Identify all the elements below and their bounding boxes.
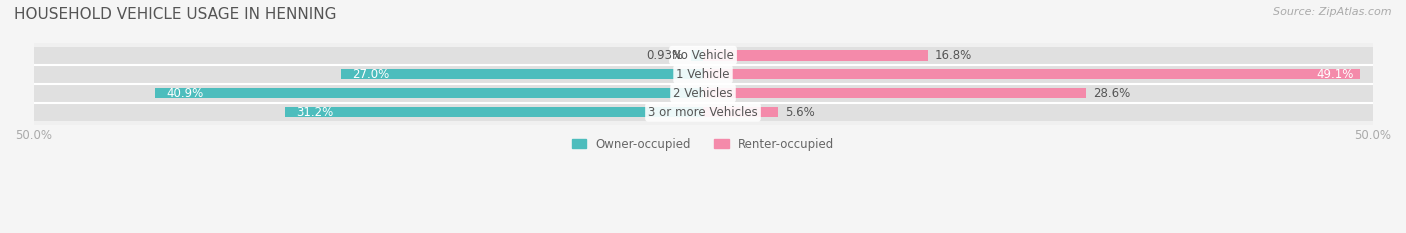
Legend: Owner-occupied, Renter-occupied: Owner-occupied, Renter-occupied bbox=[567, 133, 839, 155]
Text: 3 or more Vehicles: 3 or more Vehicles bbox=[648, 106, 758, 119]
Bar bbox=[703, 69, 1361, 79]
Bar bbox=[34, 104, 1372, 121]
Bar bbox=[155, 88, 703, 99]
Bar bbox=[703, 107, 778, 117]
Text: 27.0%: 27.0% bbox=[352, 68, 389, 81]
Text: Source: ZipAtlas.com: Source: ZipAtlas.com bbox=[1274, 7, 1392, 17]
Bar bbox=[285, 107, 703, 117]
Text: 16.8%: 16.8% bbox=[935, 49, 972, 62]
Text: 5.6%: 5.6% bbox=[785, 106, 814, 119]
Text: 49.1%: 49.1% bbox=[1316, 68, 1354, 81]
Text: 1 Vehicle: 1 Vehicle bbox=[676, 68, 730, 81]
Bar bbox=[703, 50, 928, 61]
Text: No Vehicle: No Vehicle bbox=[672, 49, 734, 62]
Bar bbox=[342, 69, 703, 79]
Bar bbox=[34, 47, 1372, 64]
Text: 2 Vehicles: 2 Vehicles bbox=[673, 87, 733, 100]
Text: HOUSEHOLD VEHICLE USAGE IN HENNING: HOUSEHOLD VEHICLE USAGE IN HENNING bbox=[14, 7, 336, 22]
Bar bbox=[703, 88, 1085, 99]
Text: 31.2%: 31.2% bbox=[295, 106, 333, 119]
Bar bbox=[34, 66, 1372, 83]
Text: 0.93%: 0.93% bbox=[647, 49, 683, 62]
Bar bbox=[34, 85, 1372, 102]
Bar bbox=[690, 50, 703, 61]
Text: 40.9%: 40.9% bbox=[166, 87, 204, 100]
Text: 28.6%: 28.6% bbox=[1092, 87, 1130, 100]
